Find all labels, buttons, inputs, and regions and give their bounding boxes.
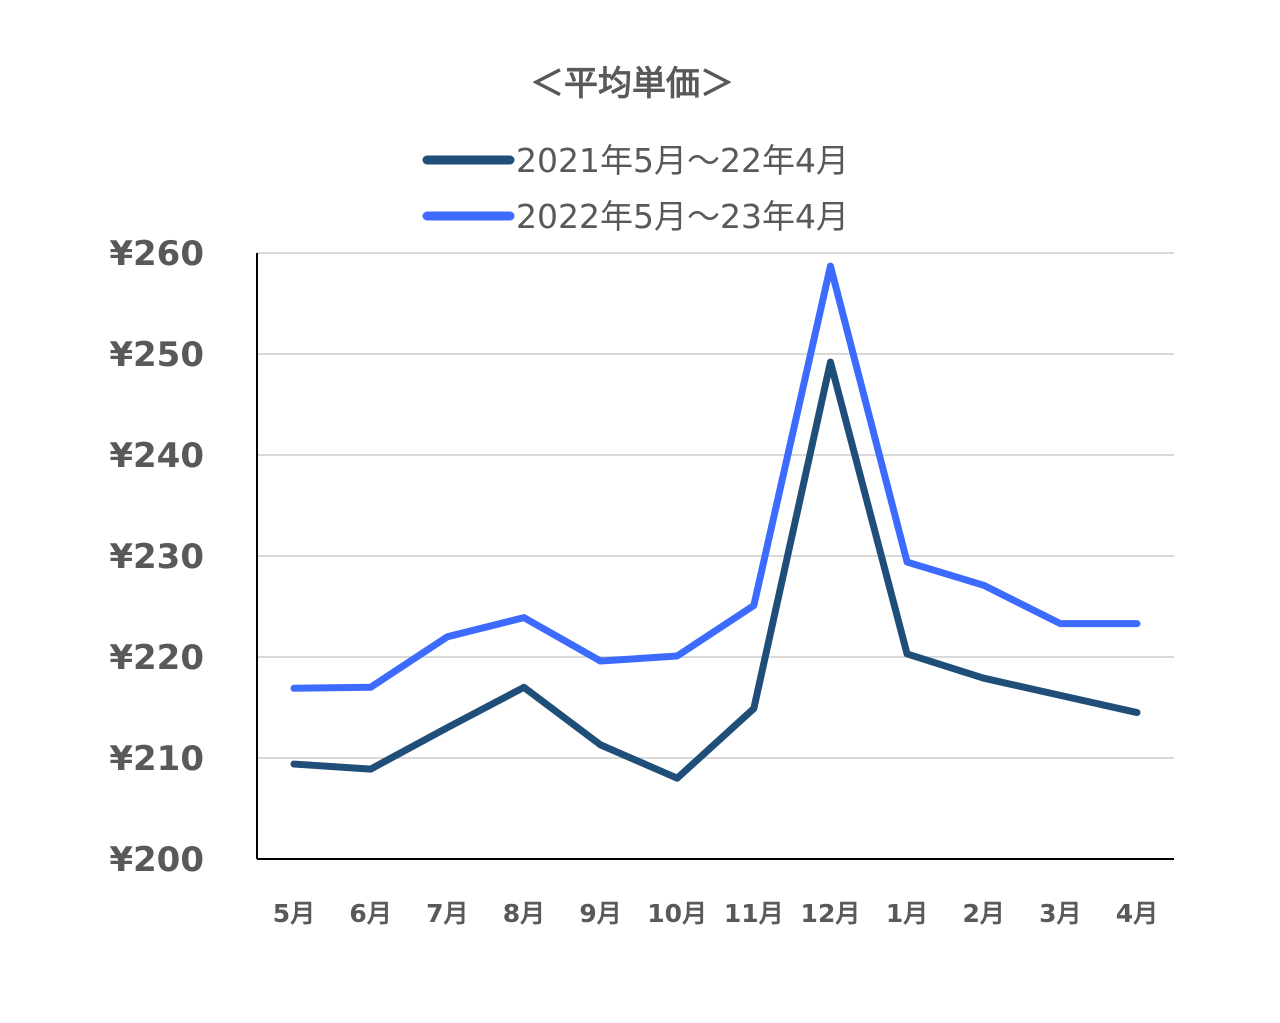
series-line-2 <box>290 262 1141 692</box>
axes <box>256 253 1174 860</box>
y-tick-label: ¥200 <box>109 840 204 880</box>
y-axis-ticks: ¥200 ¥210 ¥220 ¥230 ¥240 ¥250 ¥260 <box>109 234 204 880</box>
x-tick-label: 6月 <box>349 899 391 928</box>
legend-label: 2021年5月～22年4月 <box>516 141 849 180</box>
gridlines <box>257 252 1174 759</box>
y-tick-label: ¥260 <box>109 234 204 274</box>
series-lines <box>290 262 1141 782</box>
y-tick-label: ¥220 <box>109 638 204 678</box>
series-line-1 <box>290 358 1141 782</box>
x-tick-label: 7月 <box>426 899 468 928</box>
x-axis-ticks: 5月 6月 7月 8月 9月 10月 11月 12月 1月 2月 3月 4月 <box>273 899 1158 928</box>
x-tick-label: 1月 <box>886 899 928 928</box>
y-tick-label: ¥250 <box>109 335 204 375</box>
x-tick-label: 8月 <box>503 899 545 928</box>
x-tick-label: 11月 <box>724 899 784 928</box>
y-tick-label: ¥240 <box>109 436 204 476</box>
x-tick-label: 10月 <box>647 899 707 928</box>
x-tick-label: 12月 <box>801 899 861 928</box>
x-tick-label: 9月 <box>579 899 621 928</box>
x-tick-label: 3月 <box>1039 899 1081 928</box>
y-tick-label: ¥230 <box>109 537 204 577</box>
x-tick-label: 5月 <box>273 899 315 928</box>
y-tick-label: ¥210 <box>109 739 204 779</box>
legend-label: 2022年5月～23年4月 <box>516 197 849 236</box>
legend: 2021年5月～22年4月 2022年5月～23年4月 <box>422 141 849 236</box>
x-tick-label: 2月 <box>963 899 1005 928</box>
chart-title: ＜平均単価＞ <box>530 64 734 104</box>
x-tick-label: 4月 <box>1116 899 1158 928</box>
